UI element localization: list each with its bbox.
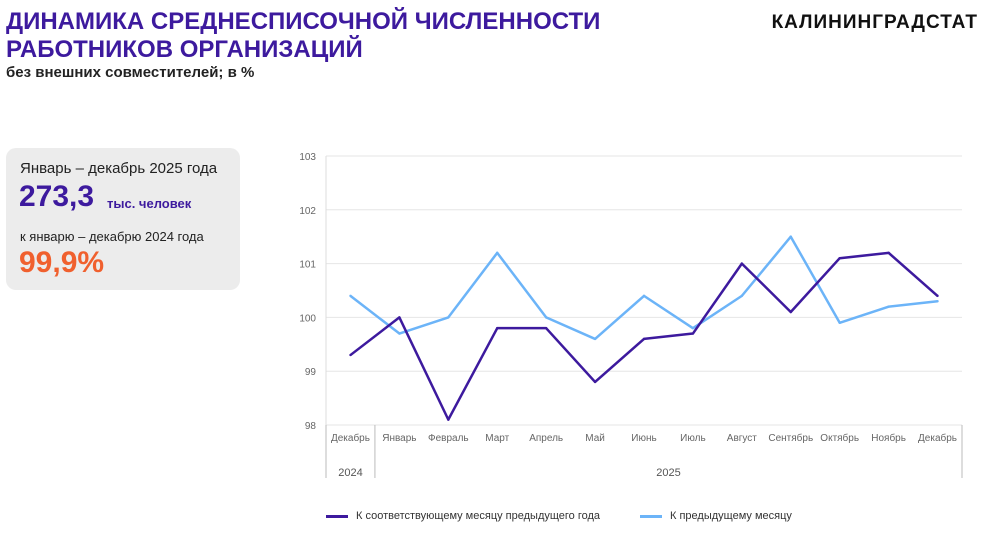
brand-logo: КАЛИНИНГРАДСТАТ xyxy=(771,12,978,33)
x-tick-label: Июль xyxy=(680,433,706,444)
data-point xyxy=(544,326,548,330)
x-tick-label: Февраль xyxy=(428,433,469,444)
data-point xyxy=(593,337,597,341)
x-tick-label: Январь xyxy=(382,433,416,444)
legend-label: К предыдущему месяцу xyxy=(670,510,792,522)
data-point xyxy=(544,316,548,319)
data-point xyxy=(838,257,841,260)
compare-percent: 99,9% xyxy=(19,246,105,279)
data-point xyxy=(398,332,401,335)
data-point xyxy=(496,251,499,255)
x-group-label: 2024 xyxy=(338,467,362,479)
legend-swatch xyxy=(326,514,348,518)
data-point xyxy=(642,294,646,298)
y-tick-label: 98 xyxy=(305,421,317,432)
page-subtitle: без внешних совместителей; в % xyxy=(6,64,255,81)
x-tick-label: Март xyxy=(485,433,509,444)
series-line-1 xyxy=(349,251,939,421)
x-tick-label: Август xyxy=(727,433,758,444)
legend-swatch xyxy=(640,514,662,518)
data-point xyxy=(496,326,499,330)
y-tick-label: 102 xyxy=(299,206,316,217)
x-tick-label: Июнь xyxy=(631,433,656,444)
data-point xyxy=(789,310,792,314)
legend-item-series1: К соответствующему месяцу предыдущего го… xyxy=(326,510,600,522)
data-point xyxy=(740,294,744,298)
data-point xyxy=(349,353,352,357)
data-point xyxy=(349,294,352,298)
data-point xyxy=(593,380,597,384)
x-tick-label: Декабрь xyxy=(331,432,370,444)
x-tick-label: Октябрь xyxy=(820,432,859,444)
x-group-label: 2025 xyxy=(656,467,680,479)
y-tick-label: 101 xyxy=(299,260,316,271)
data-point xyxy=(691,326,695,330)
y-tick-label: 99 xyxy=(305,367,317,378)
x-tick-label: Май xyxy=(585,433,605,444)
legend-item-series2: К предыдущему месяцу xyxy=(640,510,792,522)
x-tick-label: Сентябрь xyxy=(768,432,813,444)
legend-label: К соответствующему месяцу предыдущего го… xyxy=(356,510,601,522)
data-point xyxy=(838,321,841,324)
data-point xyxy=(936,294,939,298)
data-point xyxy=(642,337,646,341)
data-point xyxy=(447,418,450,421)
data-point xyxy=(789,235,792,238)
y-tick-label: 103 xyxy=(299,152,316,163)
compare-label: к январю – декабрю 2024 года xyxy=(20,229,204,244)
summary-card: Январь – декабрь 2025 года 273,3 тыс. че… xyxy=(6,148,240,290)
period-label: Январь – декабрь 2025 года xyxy=(20,160,218,177)
data-point xyxy=(398,316,401,319)
x-tick-label: Декабрь xyxy=(918,432,957,444)
total-unit: тыс. человек xyxy=(107,196,192,211)
total-value: 273,3 xyxy=(19,180,95,213)
data-point xyxy=(887,251,890,255)
series-line-2 xyxy=(349,235,938,341)
page-title: ДИНАМИКА СРЕДНЕСПИСОЧНОЙ ЧИСЛЕННОСТИ РАБ… xyxy=(6,8,601,63)
y-tick-label: 100 xyxy=(299,313,316,324)
data-point xyxy=(447,316,450,319)
data-point xyxy=(887,305,890,308)
x-tick-label: Ноябрь xyxy=(871,432,906,444)
data-point xyxy=(936,300,939,303)
data-point xyxy=(691,332,695,335)
data-point xyxy=(740,262,744,265)
x-tick-label: Апрель xyxy=(529,433,563,444)
